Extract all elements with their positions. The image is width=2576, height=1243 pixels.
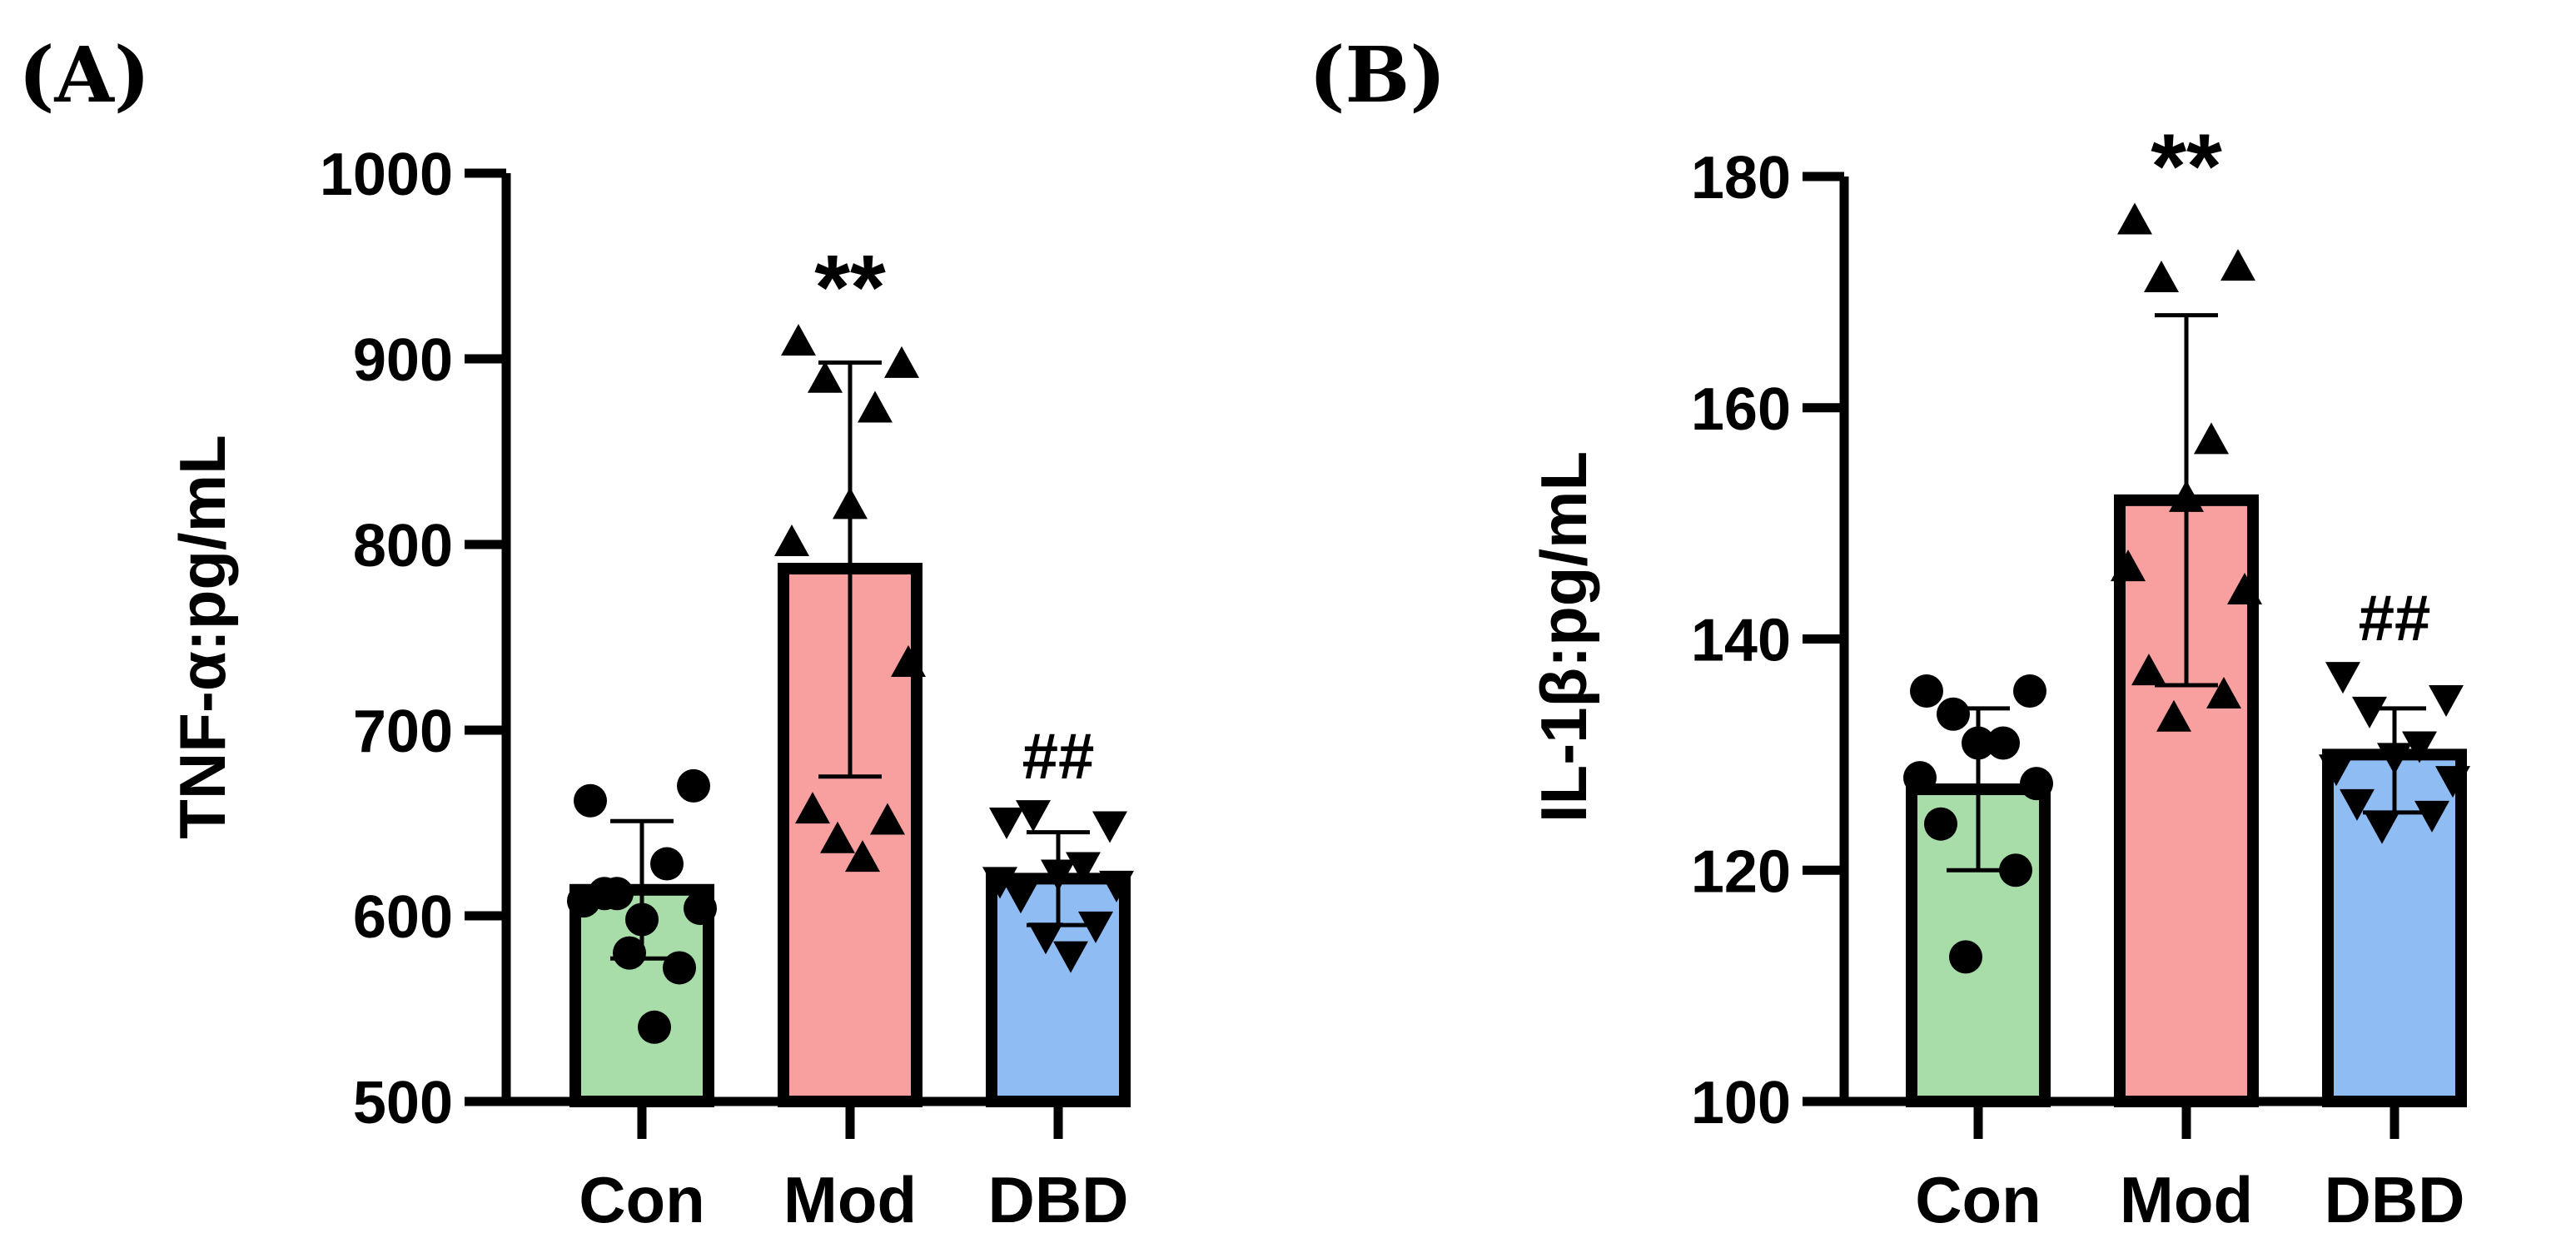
data-point [684,892,717,926]
data-point [1099,870,1134,902]
x-tick-label-con: Con [1915,1163,2041,1236]
data-point [1028,922,1063,955]
data-point [884,346,919,378]
data-point [638,1010,671,1044]
data-point [2020,767,2053,801]
data-point [1078,911,1113,943]
data-point [989,808,1024,840]
y-tick-label: 500 [353,1070,453,1136]
data-point [2227,572,2262,604]
data-point [1949,940,1982,974]
y-axis-label: IL-1β:pg/mL [1527,451,1600,823]
significance-hash: ## [2359,581,2431,654]
data-point [663,951,696,985]
data-point [2013,674,2046,708]
data-point [1999,853,2032,888]
data-point [795,792,830,824]
y-tick-label: 700 [353,699,453,765]
data-point [2194,422,2229,455]
data-point [1003,882,1038,914]
y-tick-label: 1000 [320,142,453,208]
data-point [833,487,868,520]
data-point [781,324,816,356]
data-point [613,936,646,970]
data-point [2117,202,2152,235]
data-point [574,783,607,818]
x-tick-label-con: Con [579,1163,705,1236]
chart-panel-2: (B) IL-1β:pg/mL 100 120 140 160 180 Con Mod DBD **… [1309,30,2470,1236]
y-tick-label: 900 [353,327,453,394]
data-point [2169,480,2204,512]
x-tick-label-dbd: DBD [2325,1163,2465,1236]
y-tick-label: 160 [1691,376,1791,443]
data-point [2402,731,2437,763]
data-point [2144,260,2179,292]
data-point [858,390,893,423]
chart-panel-1: (A) TNF-α:pg/mL 500 600 700 800 900 1000 Con Mod D… [18,30,1134,1236]
data-point [845,840,880,873]
x-tick-label-mod: Mod [783,1163,917,1236]
data-point [2429,684,2464,717]
data-point [2435,766,2470,798]
data-point [1053,941,1088,973]
data-point [2111,549,2146,582]
data-point [1903,761,1937,795]
data-point [2220,249,2255,281]
data-point [2156,699,2191,732]
data-point [2319,754,2354,787]
x-tick-label-dbd: DBD [988,1163,1129,1236]
data-point [1092,811,1127,843]
data-point [625,902,659,937]
significance-stars: ** [2151,116,2222,218]
y-axis-label: TNF-α:pg/mL [166,435,239,838]
data-point [1962,726,1995,760]
y-tick-label: 120 [1691,838,1791,905]
data-point [2352,696,2387,728]
significance-stars: ** [814,236,886,339]
data-point [588,877,621,911]
panel-label: (A) [18,30,150,120]
data-point [2131,654,2166,686]
y-tick-label: 600 [353,884,453,951]
data-point [1924,807,1957,841]
y-tick-label: 100 [1691,1070,1791,1136]
data-point [2325,662,2360,694]
y-tick-label: 180 [1691,145,1791,211]
data-point [870,803,905,835]
data-point [982,867,1017,899]
data-point [808,360,843,393]
y-tick-label: 140 [1691,608,1791,674]
data-point [2340,788,2375,821]
data-point [1016,800,1051,833]
data-point [2414,800,2449,833]
data-point [677,768,710,803]
data-point [2206,676,2241,709]
data-point [2377,743,2412,775]
data-point [820,821,855,853]
data-point [891,644,926,677]
data-point [1910,674,1943,708]
data-point [1041,859,1076,892]
data-point [1987,726,2020,760]
y-tick-label: 800 [353,513,453,579]
data-point [774,525,809,556]
significance-hash: ## [1022,719,1095,793]
x-tick-label-mod: Mod [2120,1163,2253,1236]
data-point [2365,812,2399,844]
panel-label: (B) [1309,30,1446,120]
data-point [1937,697,1970,731]
data-point [650,847,684,881]
